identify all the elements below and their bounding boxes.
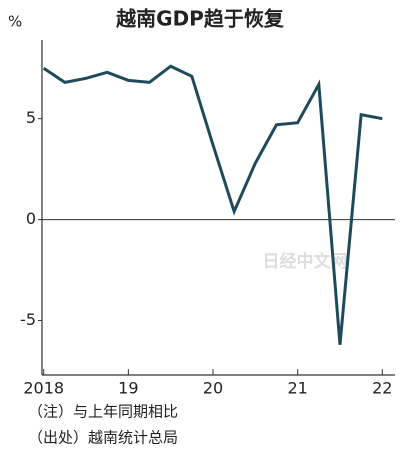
x-tick-label: 2018	[23, 379, 64, 398]
chart-title: 越南GDP趋于恢复	[115, 7, 285, 31]
watermark: 日经中文网	[263, 251, 348, 272]
x-tick-label: 22	[372, 379, 392, 398]
line-series	[42, 64, 383, 345]
y-tick-label: 5	[26, 108, 36, 127]
note: （注）与上年同期相比	[28, 403, 178, 421]
x-tick-label: 21	[287, 379, 307, 398]
x-tick-label: 19	[118, 379, 138, 398]
x-tick-label: 20	[203, 379, 223, 398]
y-unit: %	[8, 13, 22, 31]
y-tick-label: -5	[20, 310, 36, 329]
note: （出处）越南统计总局	[28, 429, 178, 447]
y-tick-label: 0	[26, 209, 36, 228]
